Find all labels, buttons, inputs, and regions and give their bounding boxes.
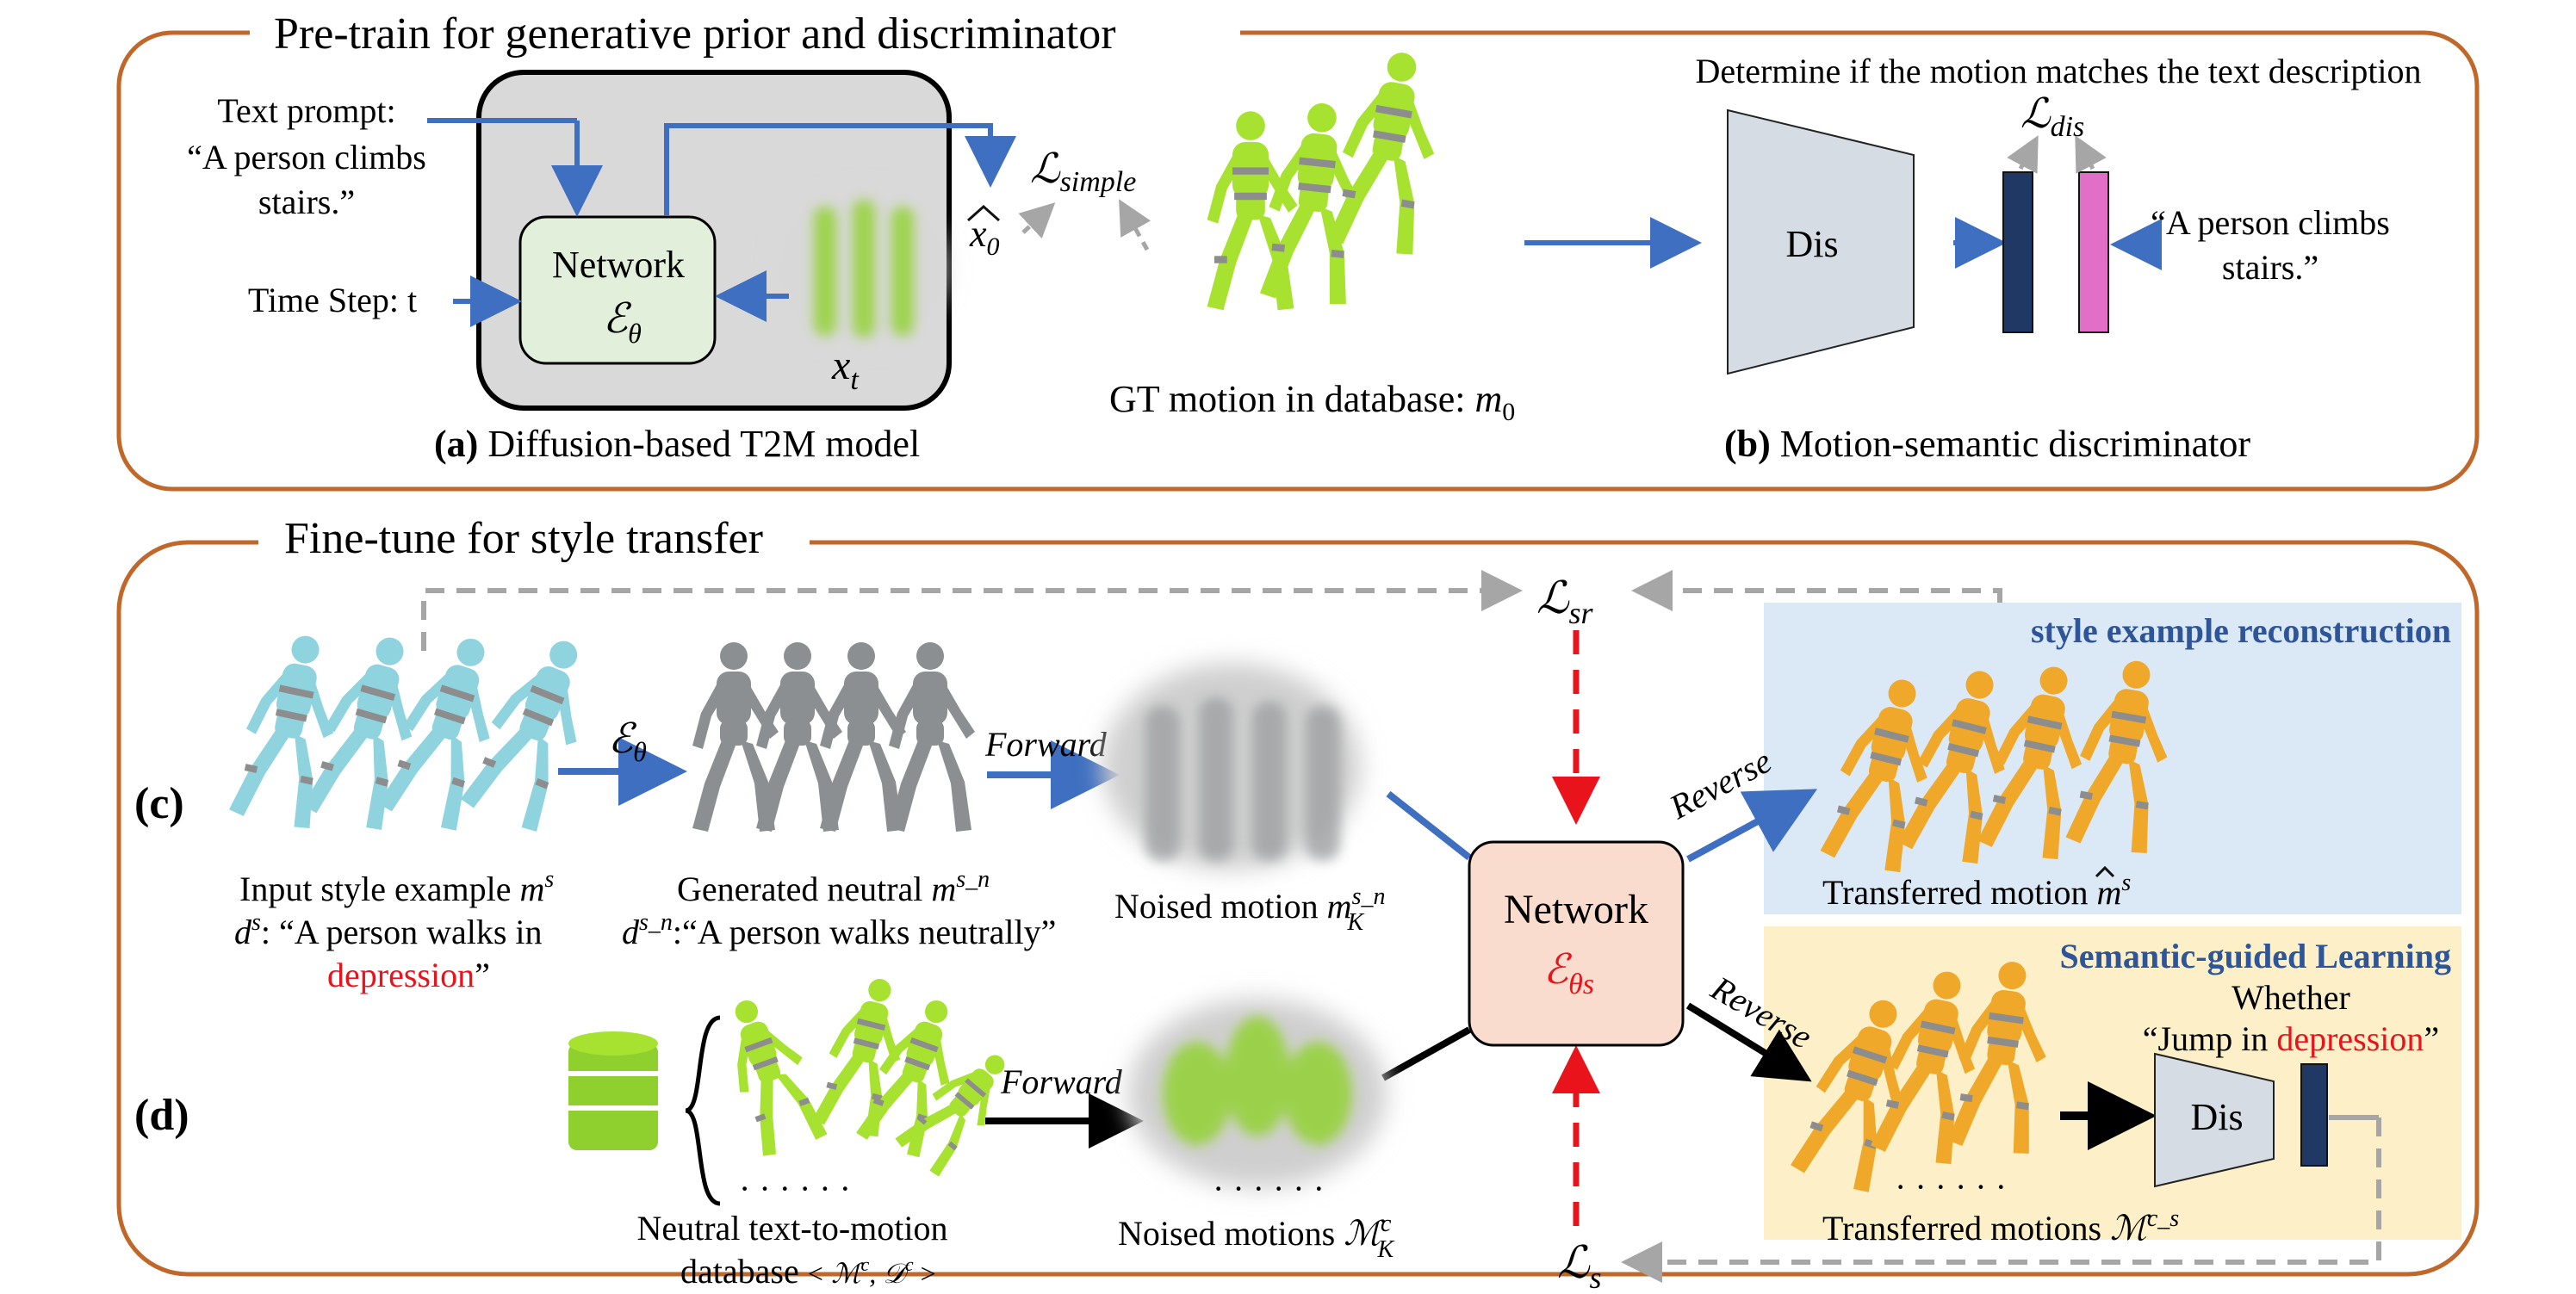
input-style-line3: depression” [327,956,490,994]
input-style-line1: Input style example ms [239,866,554,908]
noised-motion-blob-c [1102,663,1361,870]
prompt-right-line1: “A person climbs [2151,203,2390,242]
transferred-hat-mark [2095,865,2115,878]
recon-heading: style example reconstruction [2031,611,2451,650]
generated-line2: ds_n:“A person walks neutrally” [622,909,1056,951]
noised-motion-caption: Noised motion ms_n K [1114,883,1385,936]
network-label-top: Network [552,244,685,286]
discriminator-top [1727,108,1915,375]
network-box-bottom [1468,840,1685,1047]
generated-line1: Generated neutral ms_n [677,866,990,908]
time-step-label: Time Step: t [248,281,417,319]
text-prompt-line3: stairs.” [258,183,355,221]
database-motion-figures [711,970,1026,1179]
arrow-gt-to-loss [1119,199,1151,251]
xt-label: xt [831,343,860,396]
database-icon [568,1031,658,1150]
text-prompt-line1: Text prompt: [217,91,395,130]
label-c: (c) [134,779,184,828]
loss-simple: ℒsimple [1030,146,1136,198]
input-style-figures [228,626,611,835]
network-symbol-bottom: ℰθs [1543,947,1594,1000]
line-noised-to-network [1386,790,1472,861]
loss-sr: ℒsr [1536,574,1593,630]
pretrain-panel-title: Pre-train for generative prior and discr… [274,9,1116,59]
jump-text: “Jump in depression” [2143,1019,2439,1058]
arrow-pink-to-ldis [2075,135,2107,174]
embedding-bar-pink [2078,171,2109,333]
semantic-bar-navy [2300,1063,2328,1167]
gt-motion-figures [1207,45,1451,311]
semantic-heading: Semantic-guided Learning [2060,937,2451,975]
finetune-panel-title: Fine-tune for style transfer [284,514,763,563]
prompt-right-line2: stairs.” [2222,248,2318,287]
embedding-bar-navy [2002,171,2033,333]
network-label-bottom: Network [1504,887,1648,932]
pretrain-panel [116,30,2480,492]
whether-text: Whether [2231,978,2350,1017]
dashed-loop-s [1621,1118,2381,1283]
label-d: (d) [134,1091,189,1140]
text-prompt-line2: “A person climbs [187,138,426,176]
dots-database: · · · · · · [739,1169,851,1208]
x0-hat-mark [967,204,1000,222]
arrow-navy-to-ldis [2007,135,2039,174]
forward-label-d: Forward [1000,1062,1123,1101]
dots-semantic: · · · · · · [1895,1167,2007,1206]
generated-neutral-figures [692,642,975,832]
database-line1: Neutral text-to-motion [636,1209,947,1248]
forward-label-c: Forward [984,725,1108,764]
line-noised-d-to-network [1381,1026,1471,1081]
loss-s: ℒs [1557,1239,1601,1294]
noisy-motion-blob-top [781,195,945,342]
noised-motions-caption: Noised motions ℳc K [1118,1210,1394,1263]
database-brace [685,1015,721,1206]
transferred-motions-caption: Transferred motions ℳc_s [1822,1205,2179,1248]
determine-text: Determine if the motion matches the text… [1695,52,2421,90]
arrow-network-to-semantic [1685,1002,1812,1082]
database-line2: database < ℳc, 𝒟c > [680,1252,936,1291]
noised-motions-blob-d [1128,999,1387,1188]
caption-b: (b) Motion-semantic discriminator [1724,423,2250,465]
x0-hat-label: x0 [969,213,1000,261]
dots-noised-d: · · · · · · [1213,1169,1325,1208]
dashed-loop-sr-right [1631,570,2002,611]
reverse-label-c: Reverse [1662,741,1778,827]
loss-dis: ℒdis [2020,91,2084,143]
arrow-x0-to-loss [1018,202,1056,239]
transferred-motion-caption: Transferred motion ms [1822,870,2131,912]
arrow-network-to-x0 [664,123,1016,215]
caption-a: (a) Diffusion-based T2M model [434,423,920,465]
dashed-loop-sr-left [421,570,1523,651]
gt-motion-caption: GT motion in database: m0 [1109,378,1515,426]
eps-arrow-label: ℰθ [608,716,647,767]
discriminator-bottom [2154,1052,2275,1188]
finetune-panel [116,540,2480,1277]
network-symbol-top: ℰθ [603,296,642,349]
dis-label-top: Dis [1785,223,1838,265]
input-style-line2: ds: “A person walks in [234,909,543,951]
dis-label-bottom: Dis [2190,1096,2243,1138]
arrow-network-to-recon [1686,789,1818,863]
